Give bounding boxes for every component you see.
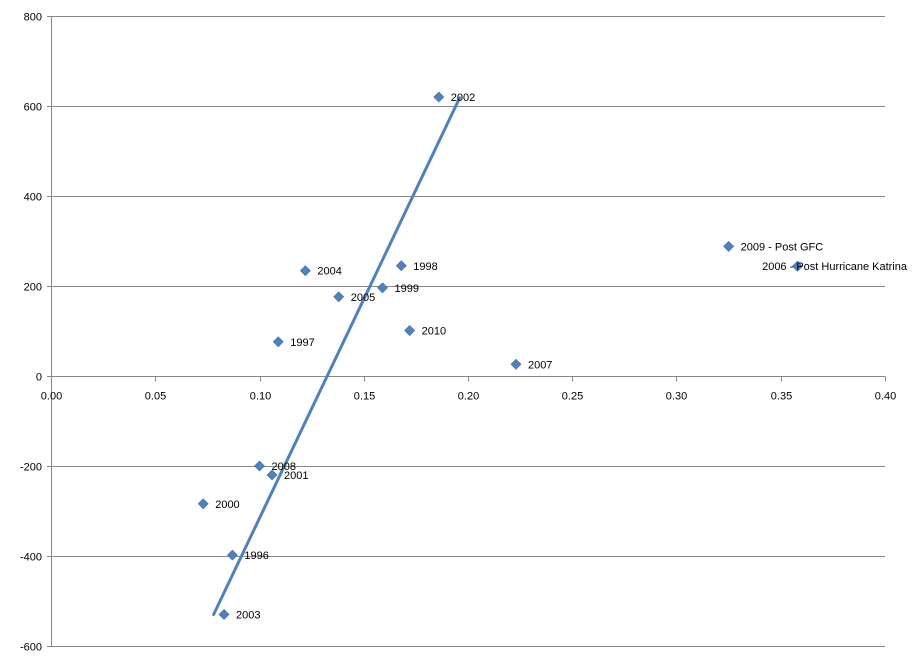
data-label: 2010 bbox=[422, 326, 446, 338]
data-point bbox=[395, 260, 407, 272]
x-tick-label: 0.15 bbox=[354, 391, 375, 403]
y-tick-label: 200 bbox=[24, 282, 42, 294]
y-tick-label: 600 bbox=[24, 102, 42, 114]
y-tick-label: -200 bbox=[20, 462, 42, 474]
data-label: 2006 - Post Hurricane Katrina bbox=[762, 261, 908, 273]
y-tick-label: -400 bbox=[20, 552, 42, 564]
data-label: 2007 bbox=[528, 359, 552, 371]
data-label: 1999 bbox=[395, 283, 419, 295]
x-tick-label: 0.20 bbox=[458, 391, 479, 403]
data-point bbox=[404, 325, 416, 336]
data-point bbox=[266, 469, 278, 481]
data-label: 2008 bbox=[272, 461, 296, 473]
data-point bbox=[433, 91, 445, 103]
x-tick-label: 0.40 bbox=[875, 391, 896, 403]
data-points bbox=[197, 91, 803, 620]
point-labels: 2002 2009 - Post GFC 2006 - Post Hurricane… bbox=[215, 92, 908, 622]
data-point bbox=[510, 358, 522, 370]
data-point bbox=[377, 282, 388, 294]
y-tick-label: -600 bbox=[20, 642, 42, 654]
x-tick-label: 0.10 bbox=[250, 391, 271, 403]
data-point bbox=[299, 265, 311, 277]
data-point bbox=[218, 609, 230, 620]
x-tick-label: 0.25 bbox=[562, 391, 583, 403]
x-tick-label: 0.05 bbox=[145, 391, 166, 403]
data-point bbox=[792, 260, 803, 272]
data-label: 2002 bbox=[451, 92, 475, 104]
data-label: 2001 bbox=[284, 470, 308, 482]
data-point bbox=[723, 240, 735, 252]
data-label: 2009 - Post GFC bbox=[741, 241, 824, 253]
x-tick-label: 0.00 bbox=[41, 391, 62, 403]
y-tick-label: 0 bbox=[36, 372, 42, 384]
data-label: 2003 bbox=[236, 610, 260, 622]
data-label: 2000 bbox=[215, 499, 239, 511]
data-point bbox=[254, 460, 265, 472]
y-tick-label: 400 bbox=[24, 192, 42, 204]
x-tick-label: 0.35 bbox=[771, 391, 792, 403]
data-label: 1998 bbox=[413, 261, 437, 273]
x-tick-label: 0.30 bbox=[666, 391, 687, 403]
gridlines bbox=[51, 16, 885, 647]
data-label: 2005 bbox=[351, 292, 375, 304]
data-point bbox=[272, 336, 284, 348]
data-point bbox=[333, 291, 345, 303]
trendline-group bbox=[212, 96, 462, 616]
data-point bbox=[197, 498, 209, 510]
y-tick-label: 800 bbox=[24, 12, 42, 24]
data-label: 2004 bbox=[317, 266, 341, 278]
data-point bbox=[226, 549, 238, 561]
data-label: 1997 bbox=[290, 337, 314, 349]
data-label: 1996 bbox=[244, 550, 268, 562]
trendline bbox=[212, 96, 462, 616]
